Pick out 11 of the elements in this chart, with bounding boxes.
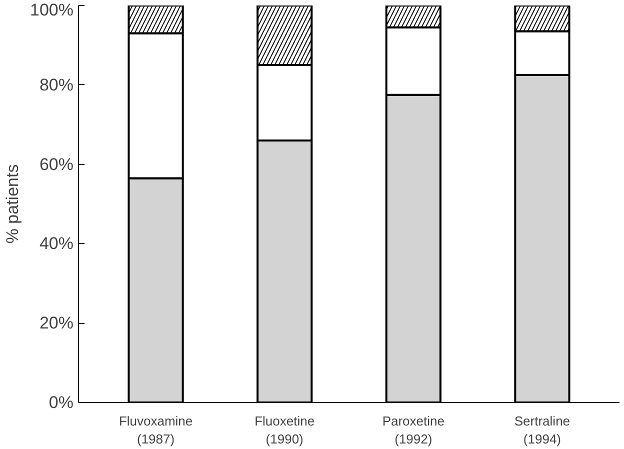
x-tick-label: Sertraline (1994) xyxy=(514,414,570,446)
y-tick-label: 20% xyxy=(39,314,74,333)
x-tick-label: Paroxetine (1992) xyxy=(382,414,444,446)
y-tick-label: 0% xyxy=(48,393,74,412)
y-tick-label: 40% xyxy=(39,234,74,254)
y-tick-label: 100% xyxy=(30,0,74,20)
x-tick-label: Fluvoxamine (1987) xyxy=(118,414,193,446)
y-tick-label: 80% xyxy=(39,75,74,94)
x-tick-label: Fluoxetine (1990) xyxy=(254,414,315,446)
y-axis-title: % patients xyxy=(3,164,22,244)
y-tick-label: 60% xyxy=(39,154,74,174)
